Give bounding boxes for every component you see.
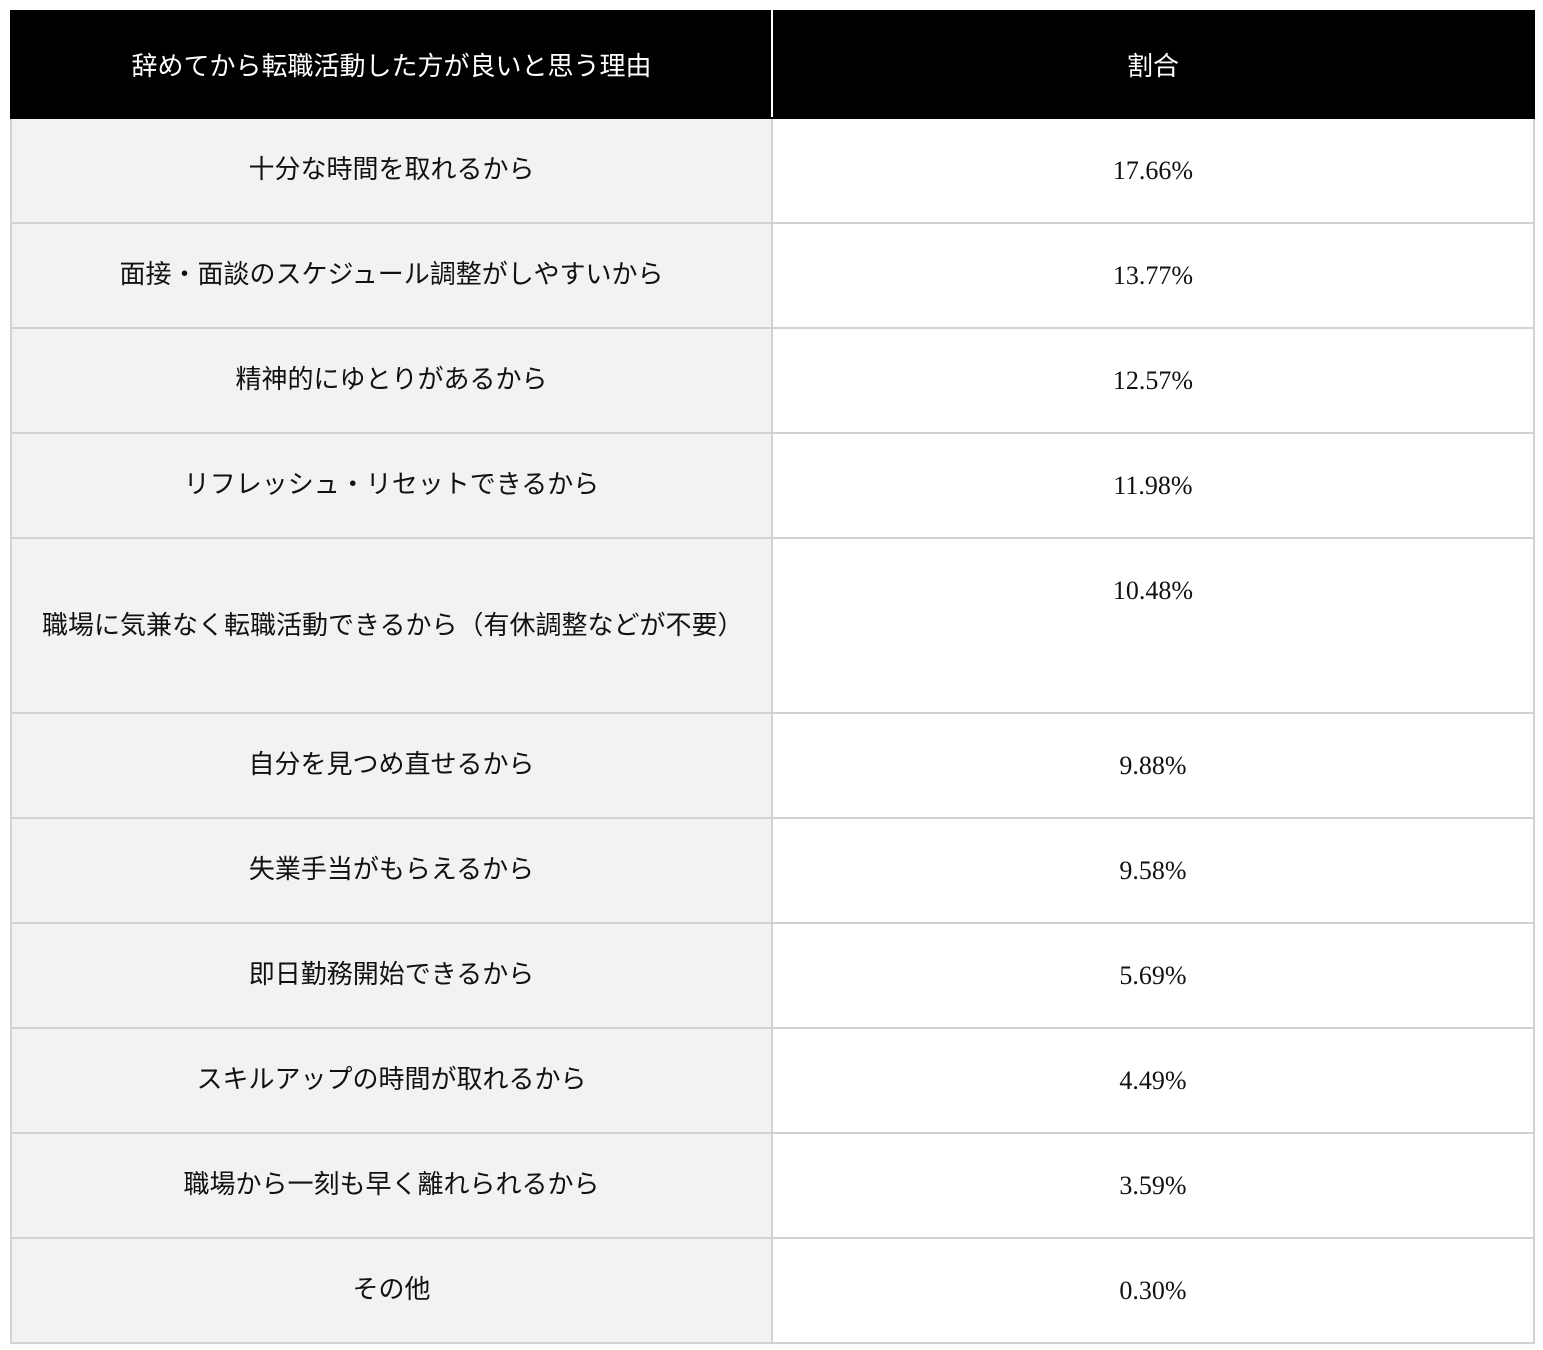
table-row: 面接・面談のスケジュール調整がしやすいから 13.77% (10, 222, 1535, 329)
table-row: 即日勤務開始できるから 5.69% (10, 922, 1535, 1029)
reason-cell: 面接・面談のスケジュール調整がしやすいから (10, 222, 773, 329)
header-reason: 辞めてから転職活動した方が良いと思う理由 (10, 10, 773, 119)
ratio-cell: 13.77% (771, 222, 1535, 329)
reason-cell: 職場から一刻も早く離れられるから (10, 1132, 773, 1239)
ratio-cell: 4.49% (771, 1027, 1535, 1134)
reason-cell: その他 (10, 1237, 773, 1344)
ratio-cell: 3.59% (771, 1132, 1535, 1239)
table-header: 辞めてから転職活動した方が良いと思う理由 割合 (10, 10, 1535, 119)
table-row: 失業手当がもらえるから 9.58% (10, 817, 1535, 924)
reason-cell: 自分を見つめ直せるから (10, 712, 773, 819)
table-row: 十分な時間を取れるから 17.66% (10, 117, 1535, 224)
reason-cell: 失業手当がもらえるから (10, 817, 773, 924)
reason-cell: 職場に気兼なく転職活動できるから（有休調整などが不要） (10, 537, 773, 714)
reason-cell: 即日勤務開始できるから (10, 922, 773, 1029)
ratio-cell: 12.57% (771, 327, 1535, 434)
header-row: 辞めてから転職活動した方が良いと思う理由 割合 (10, 10, 1535, 119)
table-body: 十分な時間を取れるから 17.66% 面接・面談のスケジュール調整がしやすいから… (10, 117, 1535, 1344)
table-row: 職場に気兼なく転職活動できるから（有休調整などが不要） 10.48% (10, 537, 1535, 714)
header-ratio: 割合 (771, 10, 1535, 119)
ratio-cell: 17.66% (771, 117, 1535, 224)
reason-cell: 精神的にゆとりがあるから (10, 327, 773, 434)
ratio-cell: 9.88% (771, 712, 1535, 819)
ratio-cell: 10.48% (771, 537, 1535, 714)
reason-cell: リフレッシュ・リセットできるから (10, 432, 773, 539)
reasons-table: 辞めてから転職活動した方が良いと思う理由 割合 十分な時間を取れるから 17.6… (10, 10, 1535, 1344)
table-row: スキルアップの時間が取れるから 4.49% (10, 1027, 1535, 1134)
ratio-cell: 9.58% (771, 817, 1535, 924)
table-row: 精神的にゆとりがあるから 12.57% (10, 327, 1535, 434)
table-row: その他 0.30% (10, 1237, 1535, 1344)
reason-cell: 十分な時間を取れるから (10, 117, 773, 224)
table-row: 自分を見つめ直せるから 9.88% (10, 712, 1535, 819)
ratio-cell: 0.30% (771, 1237, 1535, 1344)
ratio-cell: 5.69% (771, 922, 1535, 1029)
ratio-cell: 11.98% (771, 432, 1535, 539)
table-row: 職場から一刻も早く離れられるから 3.59% (10, 1132, 1535, 1239)
table-row: リフレッシュ・リセットできるから 11.98% (10, 432, 1535, 539)
reason-cell: スキルアップの時間が取れるから (10, 1027, 773, 1134)
